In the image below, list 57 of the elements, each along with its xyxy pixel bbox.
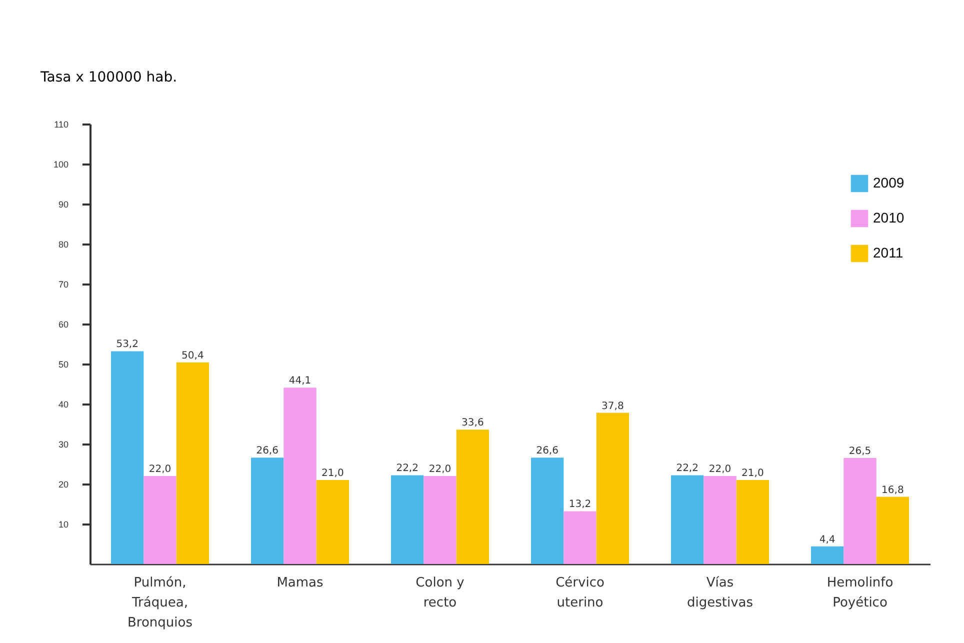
bar <box>176 362 209 564</box>
bar <box>704 476 736 564</box>
bar <box>531 458 564 564</box>
data-label: 16,8 <box>882 484 904 496</box>
legend-label: 2010 <box>873 210 904 226</box>
data-label: 4,4 <box>819 534 836 546</box>
bar <box>111 351 144 564</box>
bar <box>564 511 596 564</box>
x-tick-label: Hemolinfo Poyético <box>826 576 894 610</box>
data-label: 44,1 <box>288 376 312 387</box>
data-label: 22,2 <box>396 463 418 474</box>
data-label: 21,0 <box>322 468 344 479</box>
y-tick-label: 50 <box>58 360 68 370</box>
bar <box>391 475 424 564</box>
data-label: 53,2 <box>116 339 138 350</box>
data-label: 21,0 <box>742 468 764 479</box>
bar <box>316 480 349 564</box>
y-tick-label: 30 <box>58 440 68 450</box>
x-tick-label: Vías digestivas <box>686 576 754 610</box>
data-label: 37,8 <box>602 400 624 412</box>
bar <box>876 496 909 564</box>
data-label: 26,6 <box>536 446 558 457</box>
bar <box>456 430 489 564</box>
bar <box>671 475 704 564</box>
bar <box>736 480 769 564</box>
legend-label: 2011 <box>873 244 904 260</box>
x-tick-label: Pulmón, Tráquea, Bronquios <box>128 576 193 630</box>
data-label: 50,4 <box>182 350 204 362</box>
x-tick-label: Colon y recto <box>416 576 465 610</box>
bar <box>144 476 176 564</box>
data-label: 26,5 <box>848 446 872 457</box>
legend-label: 2009 <box>873 174 904 190</box>
y-tick-label: 110 <box>54 120 68 130</box>
bar <box>844 458 876 564</box>
data-label: 33,6 <box>462 418 484 429</box>
x-tick-label: Cérvico uterino <box>556 576 604 610</box>
data-label: 22,2 <box>676 463 698 474</box>
y-tick-label: 70 <box>58 280 68 290</box>
data-label: 22,0 <box>708 464 732 475</box>
data-label: 13,2 <box>568 499 592 510</box>
bar <box>284 388 316 564</box>
y-tick-label: 100 <box>53 160 68 170</box>
y-tick-label: 40 <box>58 400 68 410</box>
y-tick-label: 90 <box>58 200 68 210</box>
bar <box>811 546 844 564</box>
data-label: 26,6 <box>256 446 278 457</box>
data-label: 22,0 <box>428 464 452 475</box>
data-label: 22,0 <box>148 464 172 475</box>
bar <box>251 458 284 564</box>
y-tick-label: 80 <box>58 240 68 250</box>
y-tick-label: 20 <box>58 480 68 490</box>
y-axis-title: Tasa x 100000 hab. <box>40 70 178 86</box>
y-tick-label: 10 <box>58 520 68 530</box>
x-tick-label: Mamas <box>276 576 324 590</box>
bar <box>424 476 456 564</box>
bar <box>596 412 629 564</box>
y-tick-label: 60 <box>58 320 68 330</box>
